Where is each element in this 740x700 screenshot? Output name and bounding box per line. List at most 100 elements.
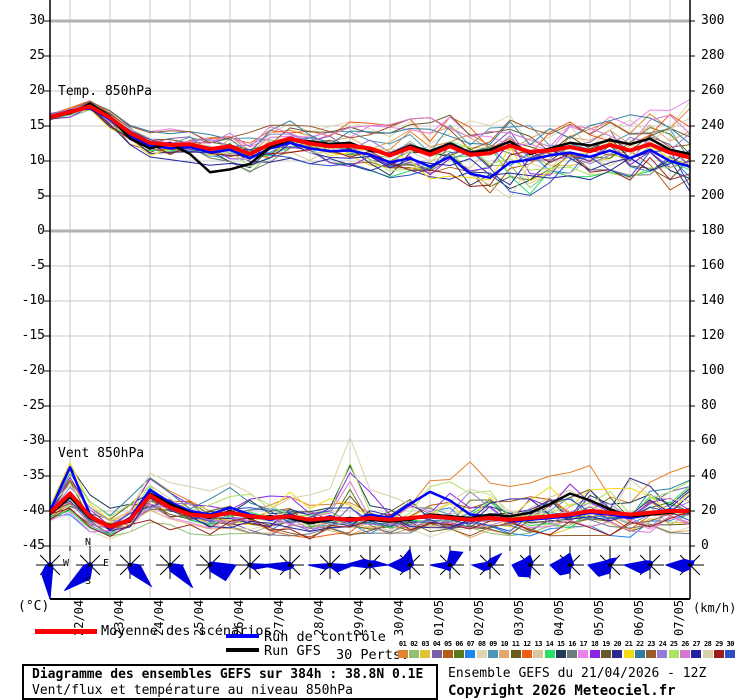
pert-number: 01 [398, 640, 407, 648]
date-label: 02/05 [472, 599, 486, 636]
pert-key-cell: 21 [623, 640, 634, 658]
pert-key-cell: 30 [725, 640, 736, 658]
gfs-legend-label: Run GFS [264, 643, 321, 659]
pert-number: 30 [726, 640, 735, 648]
ensemble-member-line [49, 102, 691, 148]
pert-number: 09 [489, 640, 497, 648]
right-axis-tick-label: 200 [701, 188, 725, 203]
left-axis-tick-label: 10 [29, 153, 45, 168]
pert-swatch [725, 650, 736, 658]
pert-number: 04 [432, 640, 441, 648]
rose-center [168, 563, 172, 567]
pert-swatch [476, 650, 487, 658]
left-axis-tick-label: -30 [21, 433, 45, 448]
pert-number: 11 [511, 640, 520, 648]
pert-number: 13 [534, 640, 542, 648]
pert-number: 21 [624, 640, 633, 648]
pert-key-cell: 07 [465, 640, 476, 658]
left-axis-tick-label: 0 [37, 223, 45, 238]
compass-w-label: W [63, 558, 70, 569]
pert-key-cell: 12 [521, 640, 532, 658]
control-legend-label: Run de contrôle [264, 629, 386, 645]
run-info-text: Ensemble GEFS du 21/04/2026 - 12Z [448, 666, 707, 681]
pert-number: 07 [466, 640, 475, 648]
pert-swatch [578, 650, 589, 658]
pert-number: 25 [670, 640, 678, 648]
left-axis-tick-label: -20 [21, 363, 45, 378]
ensemble-member-line [49, 105, 691, 181]
pert-number: 06 [455, 640, 463, 648]
control-legend-swatch [226, 634, 259, 638]
pert-number: 05 [444, 640, 452, 648]
right-axis-tick-label: 100 [701, 363, 725, 378]
rose-center [328, 563, 332, 567]
pert-swatch [612, 650, 623, 658]
ensemble-mean-line [48, 491, 690, 529]
wind-rose [167, 562, 194, 589]
pert-swatch [668, 650, 679, 658]
right-axis-tick-label: 240 [701, 118, 725, 133]
rose-center [48, 563, 52, 567]
pert-key-cell: 06 [453, 640, 465, 658]
rose-center [688, 563, 692, 567]
date-label: 07/05 [672, 599, 686, 636]
pert-key-cell: 09 [487, 640, 499, 658]
left-axis-tick-label: 15 [29, 118, 45, 133]
wind-rose [587, 557, 619, 577]
wind-rose [511, 554, 534, 578]
date-label: 06/05 [632, 599, 646, 636]
pert-swatch [702, 650, 713, 658]
pert-key-cell: 23 [646, 640, 657, 658]
pert-key-cell: 22 [634, 640, 645, 658]
pert-number: 22 [636, 640, 644, 648]
ensemble-member-line [49, 106, 691, 196]
pert-number: 27 [692, 640, 701, 648]
info-box-title: Diagramme des ensembles GEFS sur 384h : … [32, 667, 424, 682]
chart-info-box: Diagramme des ensembles GEFS sur 384h : … [22, 664, 438, 700]
gfs-legend-swatch [226, 648, 259, 652]
ensemble-member-line [49, 497, 691, 539]
wind-rose [470, 552, 503, 572]
left-axis-tick-label: 25 [29, 48, 45, 63]
pert-number: 23 [647, 640, 655, 648]
pert-number: 19 [602, 640, 610, 648]
left-axis-tick-label: 20 [29, 83, 45, 98]
rose-center [608, 563, 612, 567]
ensemble-member-line [49, 486, 691, 532]
pert-key-cell: 08 [476, 640, 487, 658]
pert-key-cell: 03 [420, 640, 431, 658]
pert-key-cell: 28 [702, 640, 713, 658]
rose-center [648, 563, 652, 567]
date-label: 03/05 [512, 599, 526, 636]
left-axis-tick-label: -25 [21, 398, 45, 413]
compass-n-label: N [85, 537, 92, 548]
compass-e-label: E [103, 558, 110, 569]
pert-swatch [555, 650, 566, 658]
pert-key-cell: 26 [679, 640, 691, 658]
pert-key-cell: 13 [533, 640, 544, 658]
pert-key-cell: 25 [668, 640, 679, 658]
pert-number: 29 [715, 640, 723, 648]
pert-key-cell: 02 [408, 640, 419, 658]
right-axis-tick-label: 40 [701, 468, 717, 483]
pert-number: 02 [410, 640, 418, 648]
pert-swatch [465, 650, 476, 658]
right-axis-tick-label: 20 [701, 503, 717, 518]
pert-swatch [431, 650, 442, 658]
pert-key-cell: 11 [510, 640, 521, 658]
wind-panel-title: Vent 850hPa [58, 446, 145, 461]
pert-number: 20 [613, 640, 622, 648]
pert-swatch [567, 650, 578, 658]
left-axis-tick-label: -15 [21, 328, 45, 343]
pert-swatch [646, 650, 657, 658]
right-axis-tick-label: 160 [701, 258, 725, 273]
pert-key-cell: 19 [600, 640, 611, 658]
rose-center [448, 563, 452, 567]
pert-number: 24 [658, 640, 667, 648]
wind-rose [343, 558, 389, 569]
pert-swatch [408, 650, 419, 658]
pert-key-cell: 15 [555, 640, 566, 658]
pert-key-cell: 18 [589, 640, 600, 658]
rose-center [208, 563, 212, 567]
